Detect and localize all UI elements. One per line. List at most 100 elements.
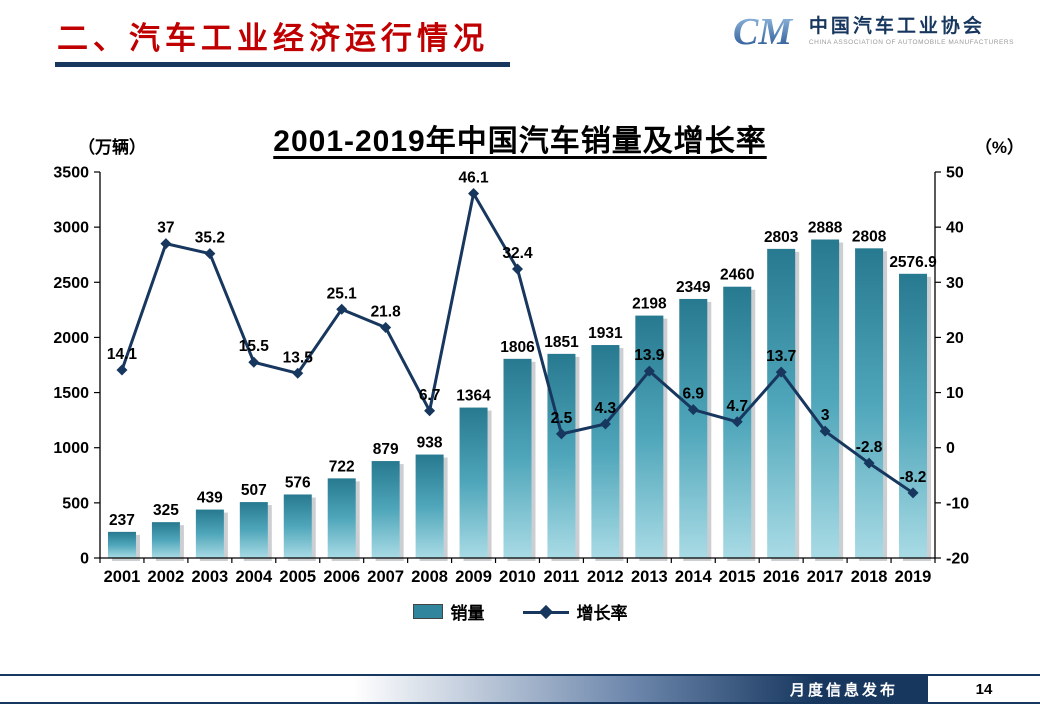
bar-value-label: 1364 [456, 388, 491, 405]
bar-value-label: 1851 [544, 334, 579, 351]
x-category-label: 2012 [587, 568, 624, 586]
sales-growth-chart: 0 500 1000 1500 2000 2500 3000 3500 -20 -10 0 10 20 3… [53, 165, 969, 587]
diamond-marker-icon [687, 404, 699, 416]
diamond-marker-icon [380, 322, 392, 334]
bar-value-label: 237 [109, 512, 135, 529]
right-tick-label: -20 [946, 551, 969, 568]
legend-item-growth: 增长率 [522, 599, 628, 624]
left-axis-unit-label: （万辆） [78, 138, 146, 157]
page-number: 14 [975, 680, 993, 698]
diamond-marker-icon [819, 425, 831, 437]
x-category-label: 2008 [411, 568, 448, 586]
x-category-label: 2005 [279, 568, 316, 586]
bar-value-label: 576 [285, 474, 311, 491]
bar [591, 345, 620, 558]
diamond-marker-icon [775, 366, 787, 378]
growth-value-label: -8.2 [900, 469, 927, 486]
growth-value-label: 6.7 [419, 387, 441, 404]
bar [459, 407, 488, 558]
bar [503, 358, 532, 558]
diamond-marker-icon [116, 364, 128, 376]
left-tick-label: 3500 [53, 165, 89, 182]
diamond-marker-icon [907, 487, 919, 499]
caam-monogram: CM [733, 11, 793, 53]
chart-legend: 销量 增长率 [0, 599, 1040, 624]
bar [283, 494, 312, 558]
left-tick-label: 500 [62, 495, 89, 512]
chart-title: 2001-2019年中国汽车销量及增长率 [273, 125, 767, 158]
diamond-marker-icon [599, 418, 611, 430]
growth-value-label: 32.4 [502, 245, 533, 262]
x-category-label: 2019 [895, 568, 932, 586]
bar-value-label: 2803 [764, 229, 799, 246]
footer-band: 月度信息发布 [0, 676, 928, 702]
diamond-marker-icon [538, 604, 553, 619]
diamond-marker-icon [643, 365, 655, 377]
bar [107, 531, 136, 558]
x-category-label: 2015 [719, 568, 756, 586]
x-category-label: 2001 [104, 568, 141, 586]
growth-value-label: -2.8 [856, 439, 883, 456]
bar [151, 522, 180, 558]
left-tick-label: 1000 [53, 440, 89, 457]
growth-value-label: 13.5 [283, 349, 314, 366]
bar-value-label: 507 [241, 482, 267, 499]
bar-value-label: 2808 [852, 228, 887, 245]
x-category-label: 2014 [675, 568, 713, 586]
bar-value-label: 879 [373, 441, 399, 458]
x-category-label: 2002 [148, 568, 185, 586]
right-tick-label: 10 [946, 385, 964, 402]
diamond-marker-icon [468, 188, 480, 200]
growth-value-label: 46.1 [458, 170, 489, 187]
diamond-marker-icon [248, 356, 260, 368]
left-tick-label: 0 [80, 551, 89, 568]
caam-logo: CM 中国汽车工业协会 CHINA ASSOCIATION OF AUTOMOB… [729, 8, 1014, 54]
diamond-marker-icon [731, 416, 743, 428]
diamond-marker-icon [863, 457, 875, 469]
bar-value-label: 2460 [720, 267, 754, 284]
legend-sales-label: 销量 [450, 604, 485, 623]
logo-org-name: 中国汽车工业协会 [808, 15, 985, 37]
legend-sales-swatch [412, 604, 443, 619]
bar-value-label: 439 [197, 490, 223, 507]
bar-value-label: 722 [329, 458, 355, 475]
x-category-label: 2017 [807, 568, 844, 586]
title-underline-divider [55, 62, 510, 67]
right-tick-label: 0 [946, 440, 955, 457]
bar-value-label: 938 [417, 435, 443, 452]
x-category-label: 2018 [851, 568, 888, 586]
x-category-label: 2007 [367, 568, 404, 586]
legend-growth-line [522, 604, 569, 619]
bar [371, 461, 400, 558]
growth-value-label: 13.9 [634, 347, 665, 364]
growth-value-label: 15.5 [239, 338, 270, 355]
x-category-label: 2011 [544, 568, 580, 586]
right-tick-label: 40 [946, 220, 964, 237]
page-number-box: 14 [928, 676, 1040, 702]
page-title: 二、汽车工业经济运行情况 [57, 21, 489, 56]
caam-logo-icon: CM [733, 11, 793, 53]
bar [415, 454, 444, 558]
x-category-label: 2009 [455, 568, 492, 586]
right-tick-label: 30 [946, 275, 964, 292]
x-category-label: 2013 [631, 568, 668, 586]
growth-value-label: 4.7 [726, 398, 748, 415]
right-tick-label: 50 [946, 165, 964, 182]
right-axis-unit-label: （%） [974, 138, 1024, 157]
x-category-label: 2010 [499, 568, 536, 586]
diamond-marker-icon [512, 263, 523, 275]
x-category-label: 2003 [192, 568, 229, 586]
diamond-marker-icon [336, 303, 348, 315]
bar-value-label: 1806 [500, 339, 535, 356]
right-tick-label: -10 [946, 495, 969, 512]
bar [547, 353, 576, 558]
growth-value-label: 2.5 [551, 410, 573, 427]
bar [855, 248, 884, 558]
diamond-marker-icon [292, 367, 304, 379]
x-category-label: 2016 [763, 568, 800, 586]
bar-value-label: 325 [153, 502, 179, 519]
bar-value-label: 2349 [676, 279, 711, 296]
legend-item-sales: 销量 [412, 599, 485, 624]
left-tick-label: 3000 [53, 220, 89, 237]
